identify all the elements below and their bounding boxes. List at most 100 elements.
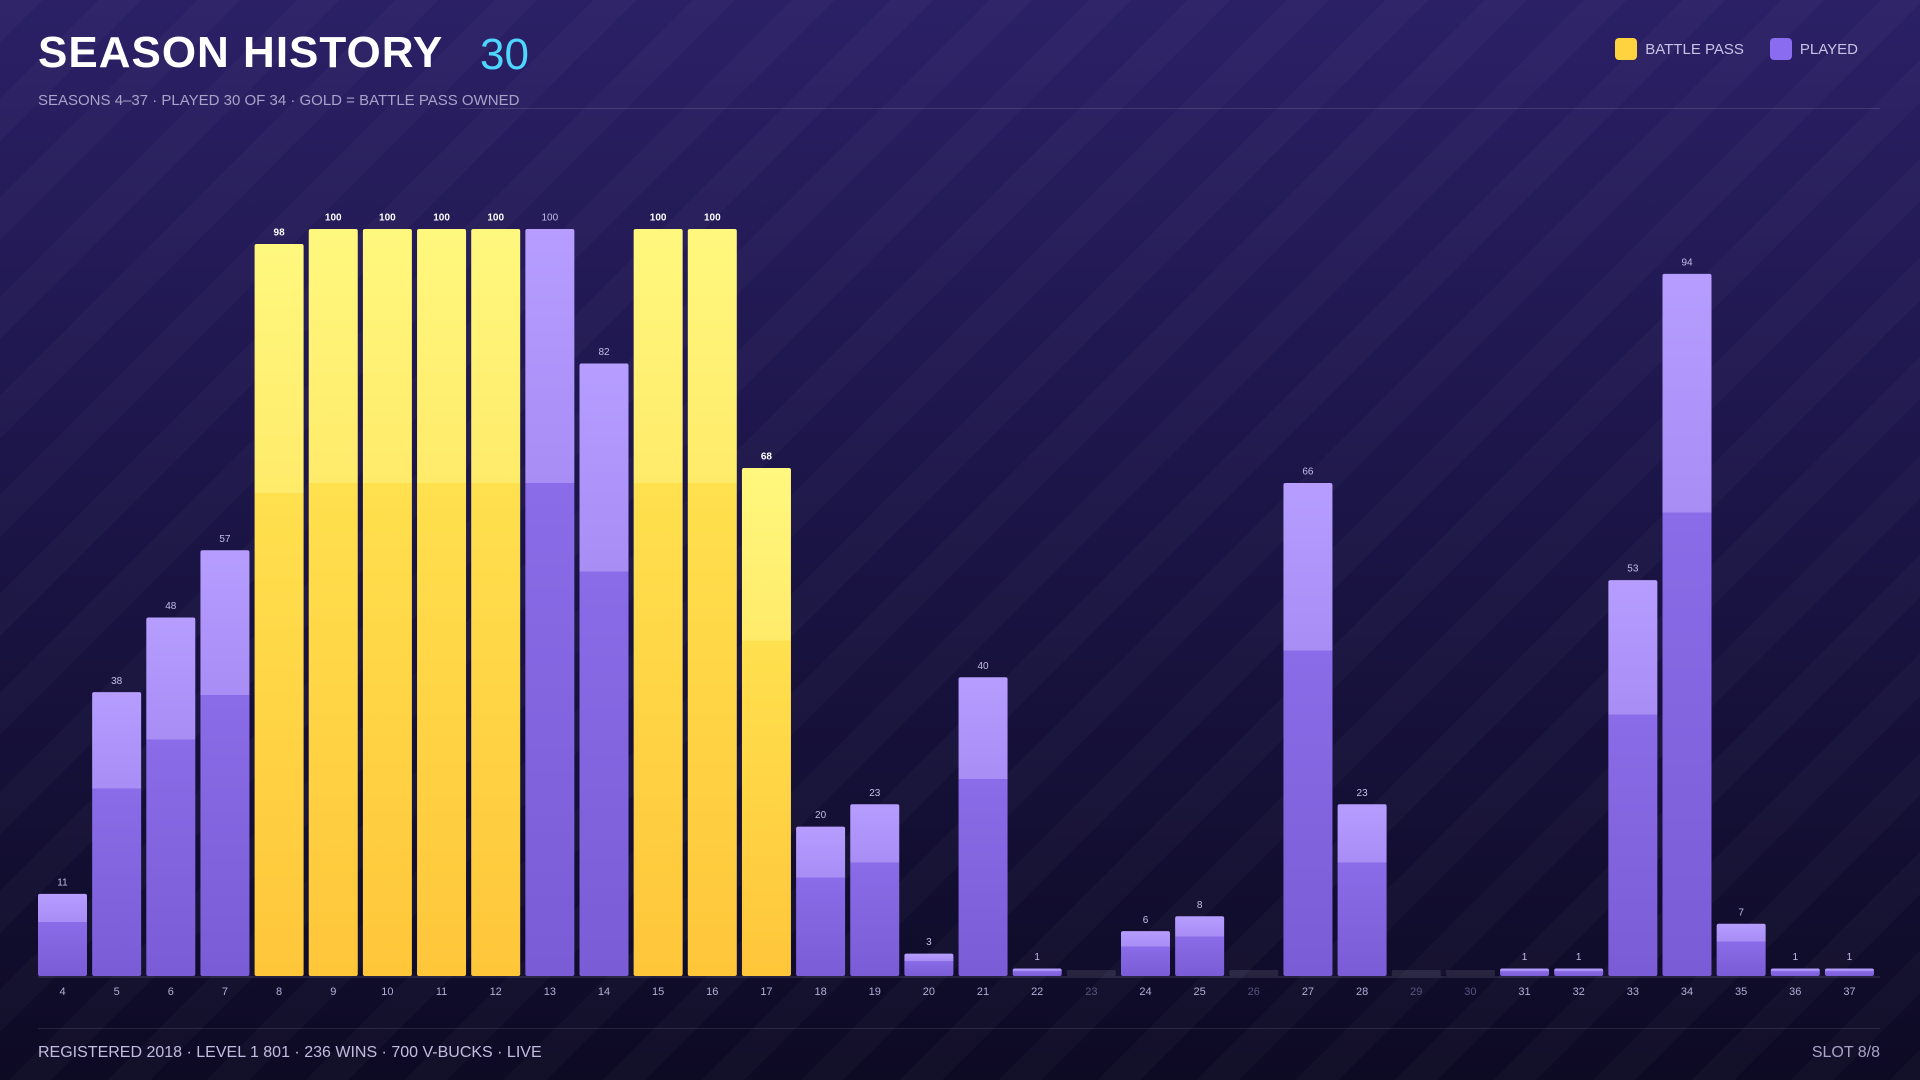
x-tick-label: 9	[330, 986, 336, 998]
value-label: 20	[815, 810, 827, 821]
x-tick-label: 24	[1139, 986, 1151, 998]
value-label: 23	[869, 788, 881, 799]
value-label: 48	[165, 601, 177, 612]
x-tick-label: 27	[1302, 986, 1314, 998]
value-label: 66	[1302, 467, 1314, 478]
x-tick-label: 22	[1031, 986, 1043, 998]
bar	[1012, 968, 1062, 976]
bar	[958, 677, 1008, 976]
empty-slot	[1229, 970, 1279, 976]
bar	[308, 229, 358, 976]
value-label: 100	[542, 213, 559, 224]
x-tick-label: 20	[923, 986, 935, 998]
value-label: 68	[761, 452, 773, 463]
bar	[1824, 968, 1874, 976]
legend-swatch	[1769, 38, 1792, 60]
x-tick-label: 25	[1194, 986, 1206, 998]
bar	[1337, 804, 1387, 976]
bar	[1554, 968, 1604, 976]
legend-label: PLAYED	[1799, 40, 1858, 58]
legend-label: BATTLE PASS	[1645, 40, 1744, 58]
bar	[1716, 923, 1766, 976]
x-tick-label: 16	[706, 986, 718, 998]
played-count: 30	[480, 30, 529, 79]
bar	[525, 229, 575, 976]
x-tick-label: 7	[222, 986, 228, 998]
x-tick-label: 4	[59, 986, 65, 998]
value-label: 8	[1197, 900, 1203, 911]
value-label: 57	[219, 534, 231, 545]
bar	[1175, 916, 1225, 976]
value-label: 53	[1627, 564, 1639, 575]
value-label: 6	[1143, 915, 1149, 926]
value-label: 1	[1576, 952, 1582, 963]
value-label: 100	[704, 213, 721, 224]
bar	[1283, 482, 1333, 976]
value-label: 100	[650, 213, 667, 224]
bar	[850, 804, 900, 976]
x-tick-label: 18	[814, 986, 826, 998]
x-tick-label: 30	[1464, 986, 1476, 998]
x-tick-label: 33	[1627, 986, 1639, 998]
empty-slot	[1066, 970, 1116, 976]
x-tick-label: 29	[1410, 986, 1422, 998]
x-tick-label: 5	[114, 986, 120, 998]
bar	[1608, 580, 1658, 976]
bar	[579, 363, 629, 977]
x-tick-label: 21	[977, 986, 989, 998]
value-label: 98	[274, 228, 286, 239]
x-tick-label: 8	[276, 986, 282, 998]
bar	[92, 692, 142, 976]
bar	[362, 229, 412, 976]
value-label: 82	[598, 347, 610, 358]
bar	[687, 229, 737, 976]
empty-slot	[1445, 970, 1495, 976]
x-tick-label: 28	[1356, 986, 1368, 998]
bar	[1662, 273, 1712, 976]
value-label: 38	[111, 676, 123, 687]
value-label: 11	[57, 877, 68, 888]
bar	[1500, 968, 1550, 976]
x-tick-label: 34	[1681, 986, 1693, 998]
divider	[460, 108, 1880, 109]
value-label: 100	[325, 213, 342, 224]
x-tick-label: 23	[1085, 986, 1097, 998]
value-label: 1	[1034, 952, 1040, 963]
x-tick-label: 6	[168, 986, 174, 998]
x-tick-label: 17	[760, 986, 772, 998]
x-tick-label: 36	[1789, 986, 1801, 998]
slot: SLOT 8/8	[1811, 1044, 1880, 1061]
legend-item: PLAYED	[1769, 38, 1858, 60]
value-label: 100	[379, 213, 396, 224]
value-label: 3	[926, 937, 932, 948]
empty-slot	[1391, 970, 1441, 976]
value-label: 100	[433, 213, 450, 224]
bar	[471, 229, 521, 976]
value-label: 7	[1738, 907, 1744, 918]
bar	[200, 550, 250, 976]
legend-item: BATTLE PASS	[1615, 38, 1744, 60]
x-tick-label: 31	[1518, 986, 1530, 998]
x-tick-label: 10	[381, 986, 393, 998]
bar	[1121, 931, 1170, 976]
bar	[741, 468, 791, 976]
bar	[904, 953, 954, 976]
x-tick-label: 19	[869, 986, 881, 998]
bar	[38, 893, 87, 976]
value-label: 1	[1847, 952, 1853, 963]
title: SEASON HISTORY	[38, 28, 444, 77]
bar	[417, 229, 467, 976]
x-tick-label: 32	[1573, 986, 1585, 998]
value-label: 1	[1522, 952, 1528, 963]
legend-swatch	[1615, 38, 1638, 60]
x-tick-label: 12	[490, 986, 502, 998]
x-tick-label: 37	[1843, 986, 1855, 998]
divider	[38, 1028, 1880, 1029]
bar	[146, 617, 196, 976]
value-label: 100	[487, 213, 504, 224]
bar	[254, 243, 304, 976]
legend: BATTLE PASS PLAYED	[1615, 38, 1858, 60]
x-tick-label: 35	[1735, 986, 1747, 998]
